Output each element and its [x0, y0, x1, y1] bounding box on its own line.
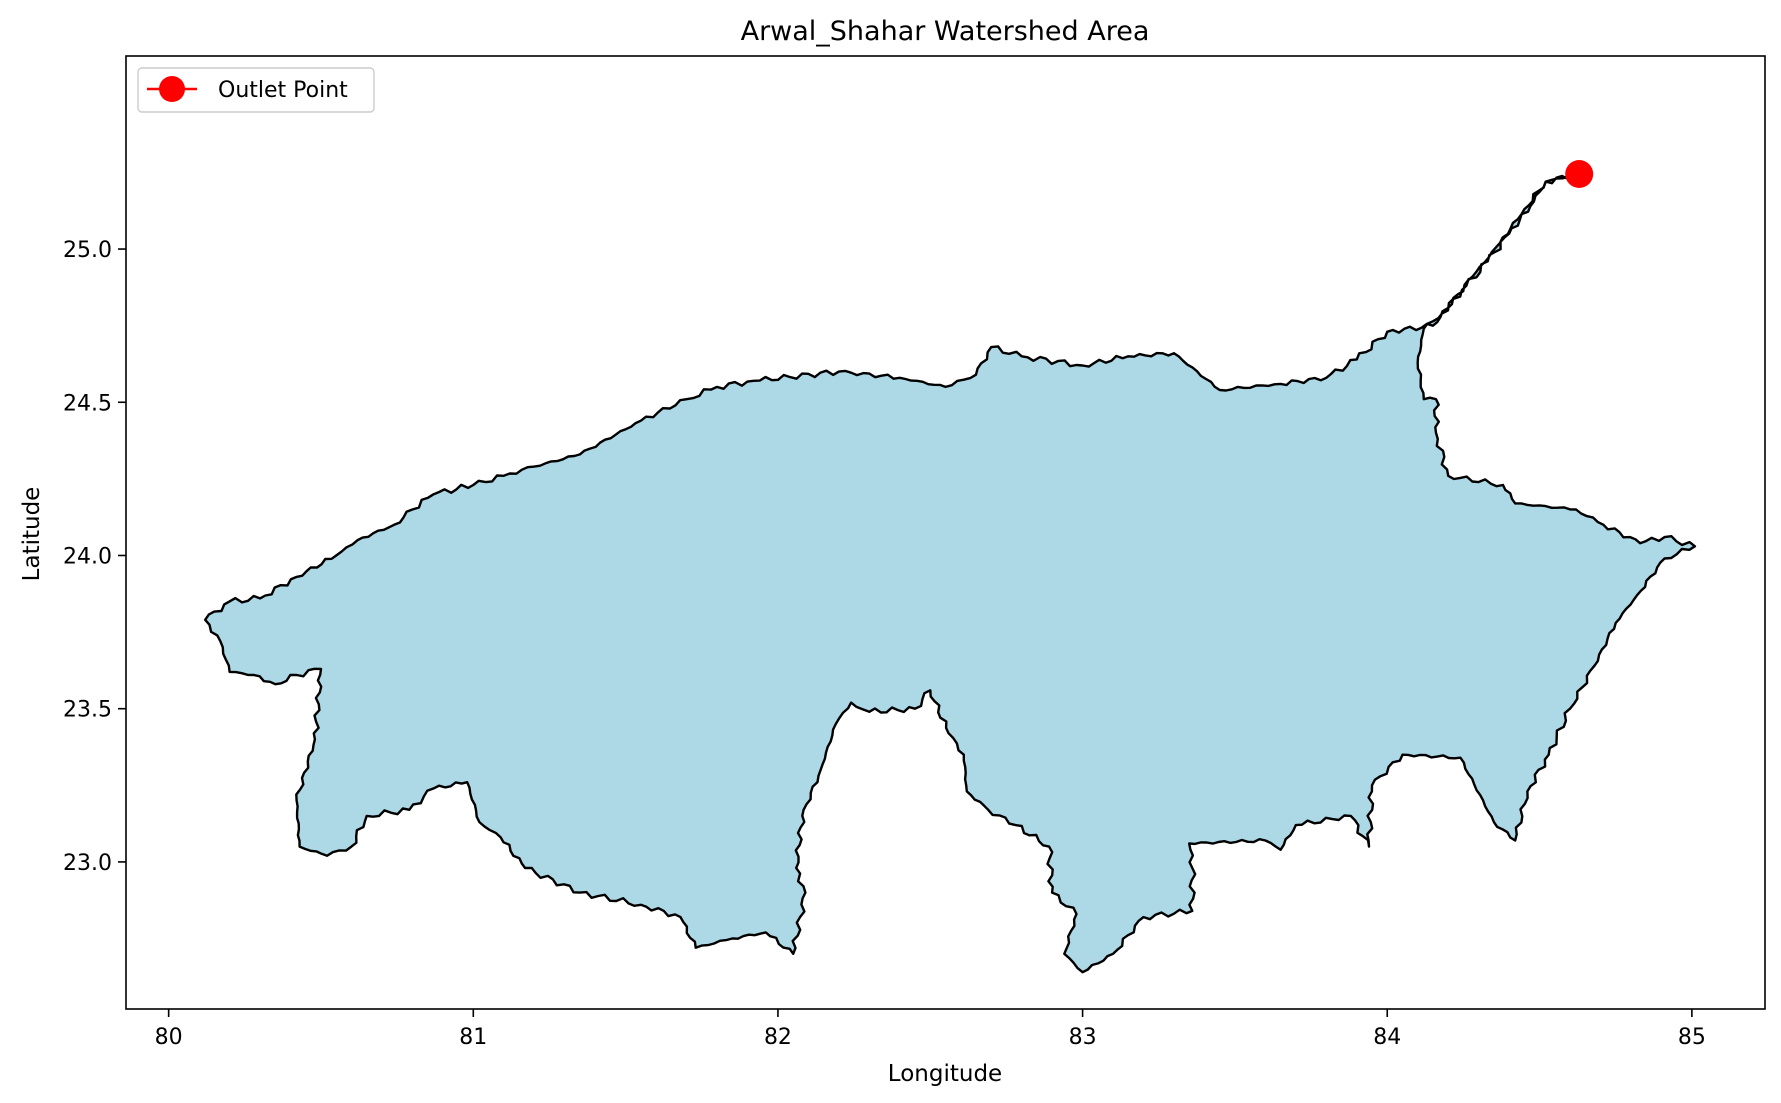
axes-frame	[125, 55, 1766, 1010]
y-tick-label: 25.0	[63, 238, 112, 263]
y-axis-label: Latitude	[19, 487, 45, 582]
x-tick-label: 81	[459, 1025, 487, 1050]
y-tick-label: 24.0	[63, 544, 112, 569]
legend: Outlet Point	[137, 67, 375, 113]
x-axis-label: Longitude	[888, 1061, 1002, 1087]
x-tick-label: 83	[1069, 1025, 1097, 1050]
y-tick-label: 23.0	[63, 851, 112, 876]
chart-title: Arwal_Shahar Watershed Area	[741, 16, 1150, 47]
outlet-point-marker	[1565, 160, 1594, 188]
x-axis-ticks: 80 81 82 83 84 85	[155, 1009, 1706, 1050]
x-tick-label: 84	[1373, 1025, 1401, 1050]
watershed-polygon	[204, 172, 1697, 974]
legend-marker-swatch	[159, 76, 185, 102]
plot-area	[204, 160, 1697, 974]
y-tick-label: 24.5	[63, 391, 112, 416]
legend-label-outlet-point: Outlet Point	[218, 78, 348, 103]
y-axis-ticks: 23.0 23.5 24.0 24.5 25.0	[63, 238, 126, 876]
x-tick-label: 80	[155, 1025, 183, 1050]
legend-box	[137, 67, 375, 113]
x-tick-label: 82	[764, 1025, 792, 1050]
x-tick-label: 85	[1678, 1025, 1706, 1050]
y-tick-label: 23.5	[63, 698, 112, 723]
